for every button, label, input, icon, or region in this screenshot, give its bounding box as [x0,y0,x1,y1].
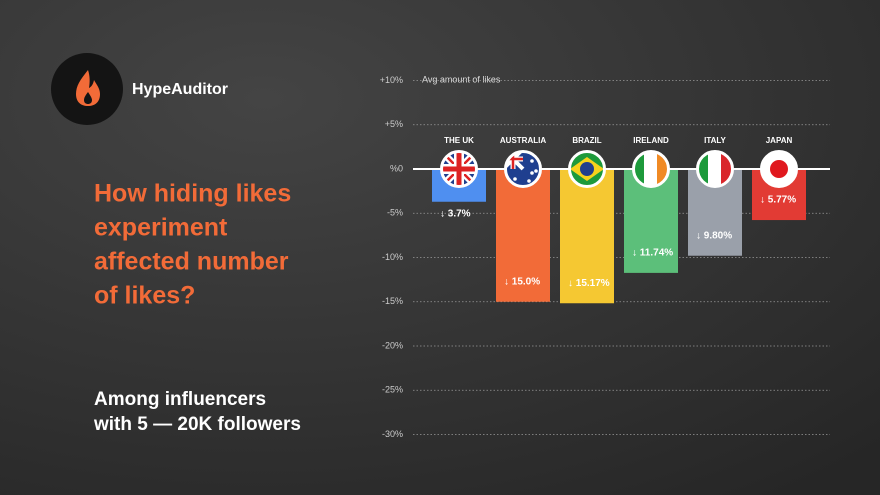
category-label: JAPAN [766,136,793,145]
y-tick-label: -20% [382,340,403,350]
category-label: BRAZIL [572,136,601,145]
headline: experiment [94,214,228,242]
value-label: ↓ 3.7% [440,208,471,219]
flag-part [530,171,534,175]
y-tick-label: +10% [380,75,403,85]
y-axis-title: Avg amount of likes [422,74,501,84]
flag-ring [632,150,670,188]
logo-flame [76,70,100,106]
flag-part [634,152,645,186]
flag-ring [760,150,798,188]
y-tick-label: -15% [382,296,403,306]
flag-part [530,159,534,163]
flag-part [513,177,517,181]
flag-ring [568,150,606,188]
value-label: ↓ 15.17% [568,278,610,289]
flag [634,152,668,186]
headline: How hiding likes [94,180,291,208]
category-label: ITALY [704,136,726,145]
subtitle: with 5 — 20K followers [93,414,301,435]
flag-ring [696,150,734,188]
flag-part [442,152,476,186]
flag-part [527,179,531,183]
flag-part [657,152,668,186]
y-tick-label: -10% [382,252,403,262]
bar [560,169,614,304]
flag-part [534,169,538,173]
logo-flame-core [84,92,92,104]
headline: affected number [94,248,289,276]
y-tick-label: -30% [382,429,403,439]
y-tick-label: -5% [387,208,403,218]
brand-name: HypeAuditor [132,81,228,98]
category-label: THE UK [444,136,474,145]
flag [698,152,732,186]
flag-part [708,152,722,186]
bar [496,169,550,302]
flag-ring [504,150,542,188]
subtitle: Among influencers [94,389,266,410]
value-label: ↓ 9.80% [696,230,732,241]
y-tick-label: %0 [390,163,403,173]
category-label: AUSTRALIA [500,136,546,145]
flag-part [644,152,658,186]
y-tick-label: +5% [385,119,403,129]
category-label: IRELAND [633,136,669,145]
value-label: ↓ 15.0% [504,276,540,287]
value-label: ↓ 11.74% [632,248,673,259]
flag-part [770,160,788,178]
flag-part [698,152,709,186]
flag-part [721,152,732,186]
flag-ring [440,150,478,188]
value-label: ↓ 5.77% [760,195,796,206]
flag-part [580,162,594,176]
y-tick-label: -25% [382,385,403,395]
headline: of likes? [94,282,195,310]
